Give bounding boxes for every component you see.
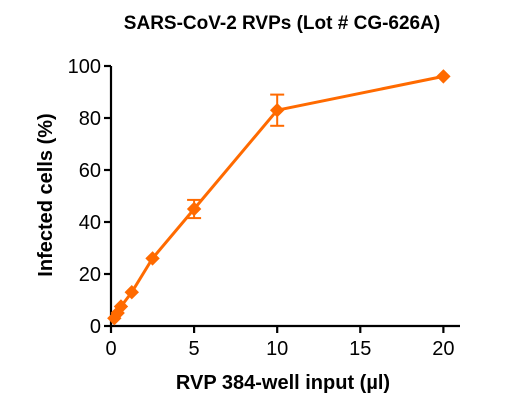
data-point — [124, 284, 139, 300]
x-tick-label: 10 — [266, 338, 288, 360]
y-tick-label: 60 — [79, 160, 101, 182]
axes: 0 20 40 60 80 100 0 5 10 15 20 — [68, 56, 460, 360]
x-tick-label: 0 — [105, 338, 116, 360]
plot-area — [107, 69, 451, 326]
chart-title: SARS-CoV-2 RVPs (Lot # CG-626A) — [124, 13, 440, 34]
y-axis-label: Infected cells (%) — [35, 113, 57, 276]
data-point — [145, 251, 160, 266]
data-point — [113, 299, 129, 314]
y-tick-label: 0 — [90, 316, 101, 338]
x-tick-label: 20 — [432, 338, 454, 360]
y-tick-label: 20 — [79, 264, 101, 286]
x-tick-label: 15 — [349, 338, 371, 360]
y-tick-label: 100 — [68, 56, 101, 78]
y-tick-label: 80 — [79, 108, 101, 130]
data-point — [269, 102, 285, 118]
data-point — [436, 69, 451, 84]
x-tick-label: 5 — [189, 338, 200, 360]
x-axis-label: RVP 384-well input (µl) — [176, 372, 390, 394]
data-point — [186, 201, 202, 217]
y-tick-label: 40 — [79, 212, 101, 234]
